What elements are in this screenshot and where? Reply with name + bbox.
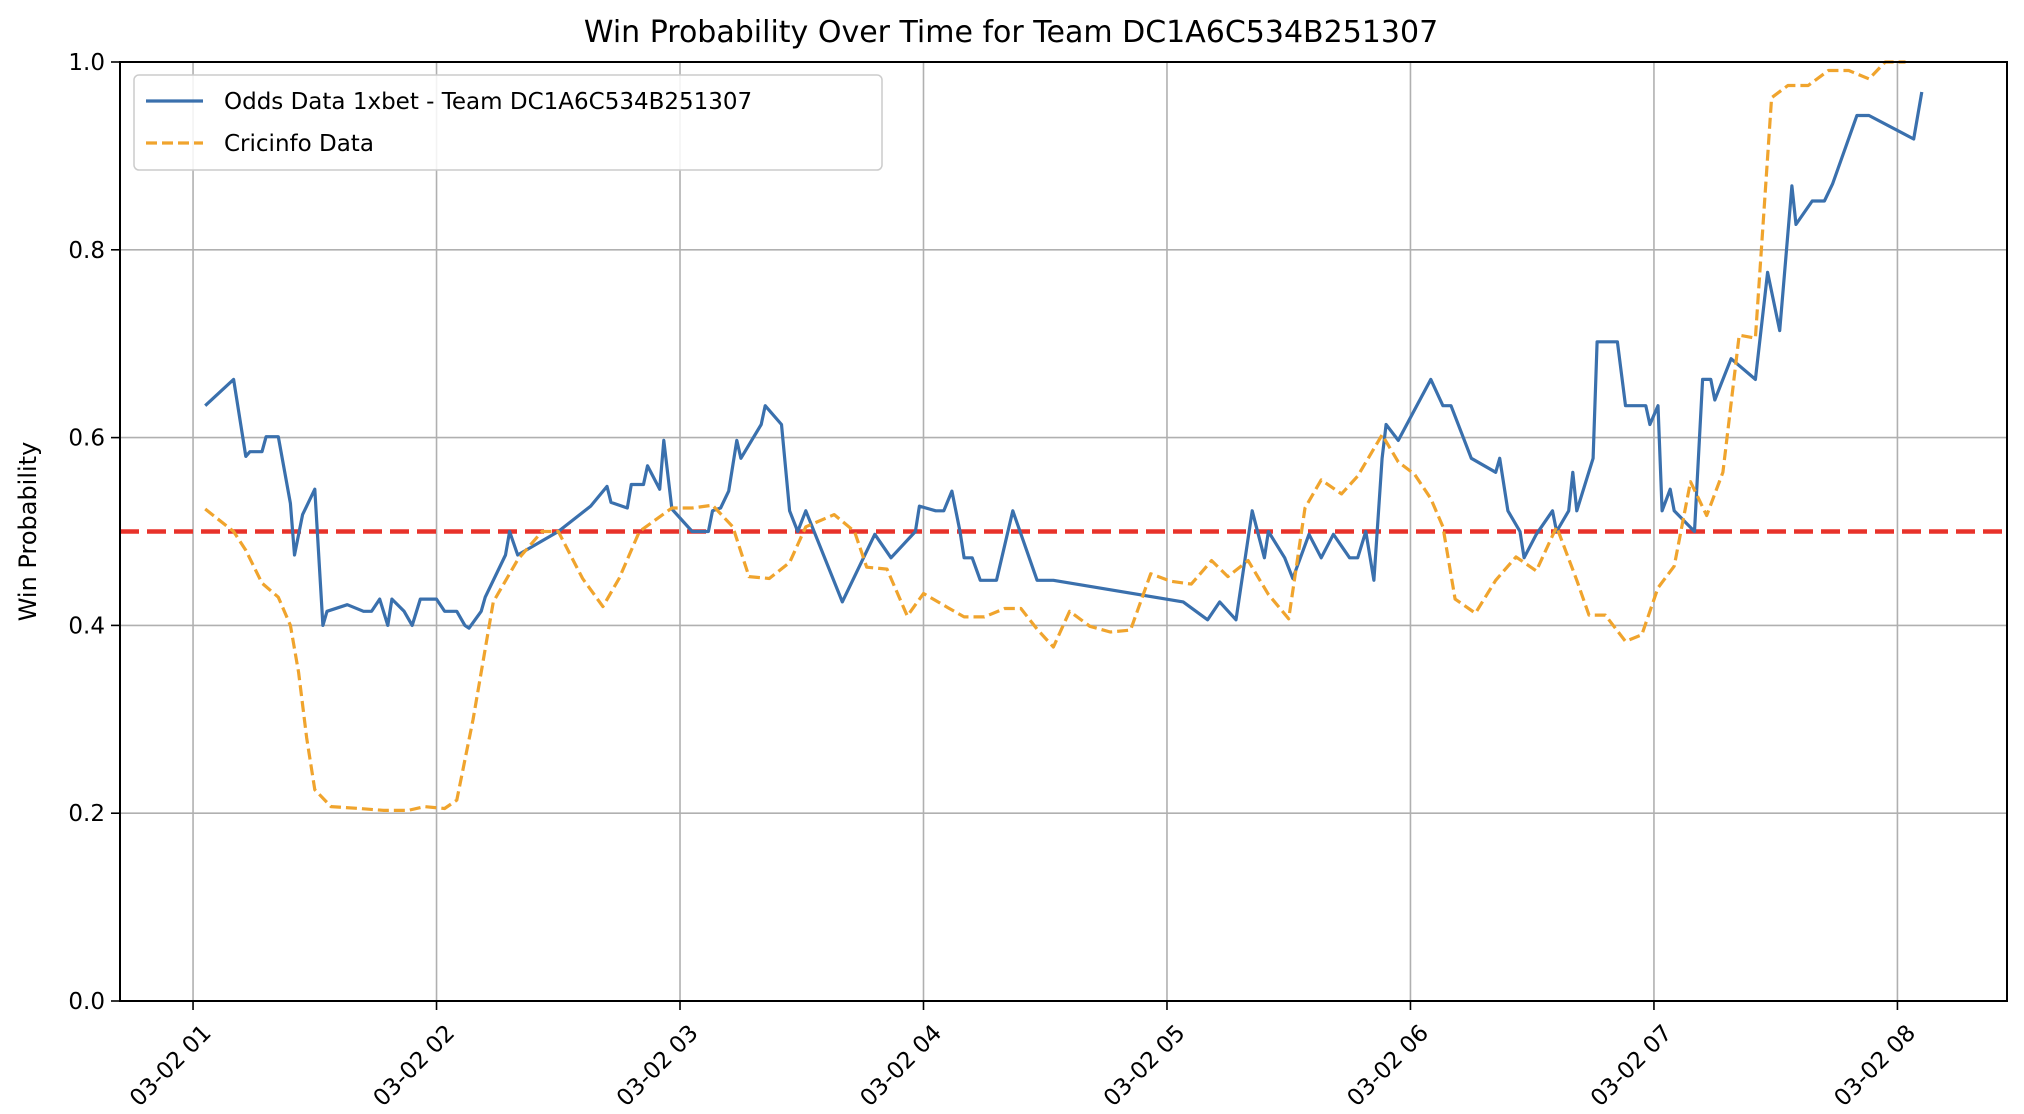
legend-label: Cricinfo Data: [224, 131, 374, 157]
grid: [120, 61, 2007, 1002]
chart-title: Win Probability Over Time for Team DC1A6…: [584, 15, 1438, 50]
series-line-2: [204, 60, 1906, 812]
y-tick-label: 0.4: [68, 613, 105, 639]
legend: Odds Data 1xbet - Team DC1A6C534B251307 C…: [133, 74, 883, 171]
legend-box: [133, 74, 883, 171]
series-group: [204, 60, 1924, 812]
series-line-1: [204, 91, 1924, 630]
y-axis-label: Win Probability: [14, 442, 42, 622]
legend-label: Odds Data 1xbet - Team DC1A6C534B251307: [224, 89, 752, 115]
y-tick-label: 0.6: [68, 426, 105, 452]
y-tick-label: 0.2: [68, 801, 105, 827]
y-tick-label: 0.0: [68, 989, 105, 1015]
y-tick-label: 1.0: [68, 50, 105, 76]
plot-frame: [119, 61, 2008, 1002]
y-tick-label: 0.8: [68, 238, 105, 264]
